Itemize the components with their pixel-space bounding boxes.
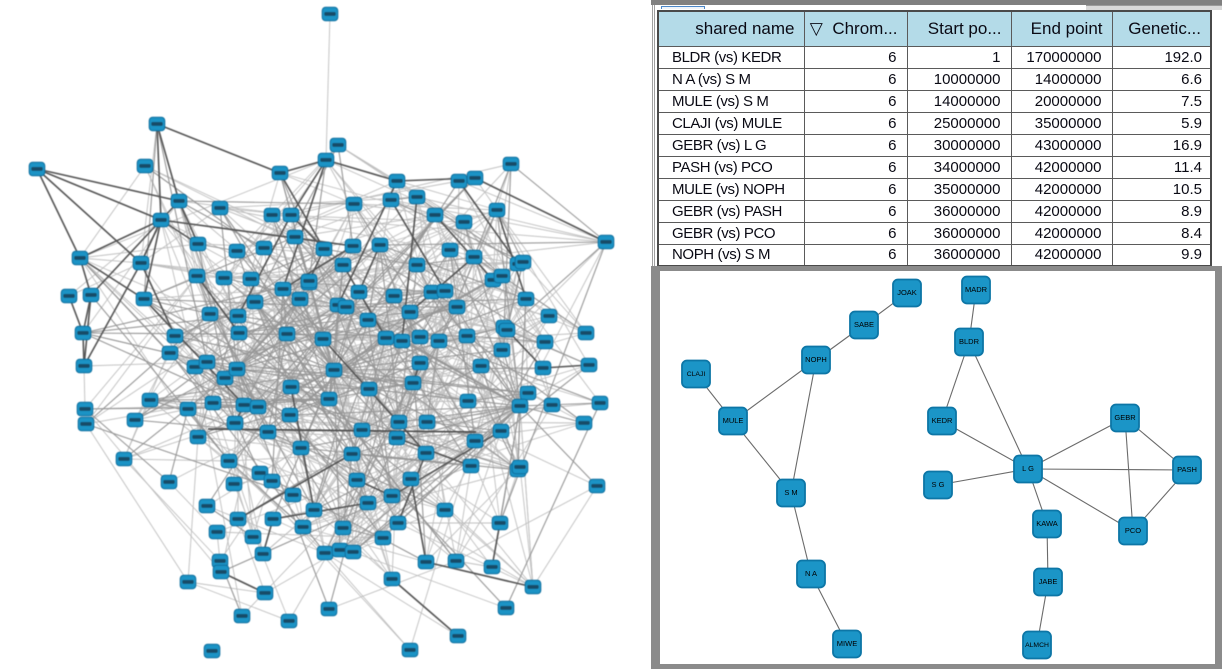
svg-text:SABE: SABE (854, 320, 874, 329)
svg-text:NOPH: NOPH (805, 355, 827, 364)
svg-text:L G: L G (1022, 464, 1034, 473)
svg-text:MADR: MADR (965, 285, 988, 294)
svg-text:PASH: PASH (1177, 465, 1197, 474)
svg-text:PCO: PCO (1125, 526, 1141, 535)
svg-text:KAWA: KAWA (1036, 519, 1058, 528)
svg-text:JOAK: JOAK (897, 288, 917, 297)
svg-text:JABE: JABE (1039, 577, 1058, 586)
svg-text:S G: S G (932, 480, 945, 489)
svg-text:ALMCH: ALMCH (1025, 642, 1049, 649)
svg-text:S M: S M (784, 488, 797, 497)
svg-text:MULE: MULE (723, 416, 744, 425)
svg-text:N A: N A (805, 569, 817, 578)
svg-text:CLAJI: CLAJI (687, 371, 706, 378)
svg-text:GEBR: GEBR (1114, 413, 1136, 422)
svg-text:BLDR: BLDR (959, 337, 980, 346)
svg-text:MIWE: MIWE (837, 639, 857, 648)
svg-text:KEDR: KEDR (932, 416, 953, 425)
